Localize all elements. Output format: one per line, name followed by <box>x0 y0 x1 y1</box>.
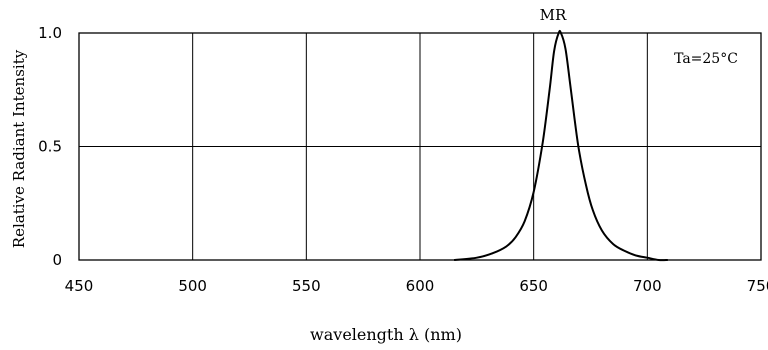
x-tick-label: 550 <box>292 277 321 295</box>
x-tick-label: 600 <box>406 277 435 295</box>
x-tick-label: 700 <box>633 277 662 295</box>
peak-label: MR <box>540 6 567 24</box>
y-tick-label: 1.0 <box>38 24 62 42</box>
plot-frame <box>78 32 762 261</box>
y-tick-label: 0.5 <box>38 138 62 156</box>
condition-label: Ta=25°C <box>674 51 738 67</box>
x-tick-label: 650 <box>519 277 548 295</box>
x-axis-label: wavelength λ (nm) <box>310 325 462 344</box>
x-tick-label: 450 <box>65 277 94 295</box>
y-axis-label: Relative Radiant Intensity <box>10 49 28 248</box>
x-tick-label: 750 <box>747 277 768 295</box>
grid <box>78 32 762 261</box>
x-tick-label: 500 <box>178 277 207 295</box>
series-line <box>453 29 668 262</box>
y-tick-label: 0 <box>52 251 62 269</box>
x-tick-labels: 450 500 550 600 650 700 750 <box>65 277 768 295</box>
y-tick-labels: 0 0.5 1.0 <box>38 24 62 269</box>
